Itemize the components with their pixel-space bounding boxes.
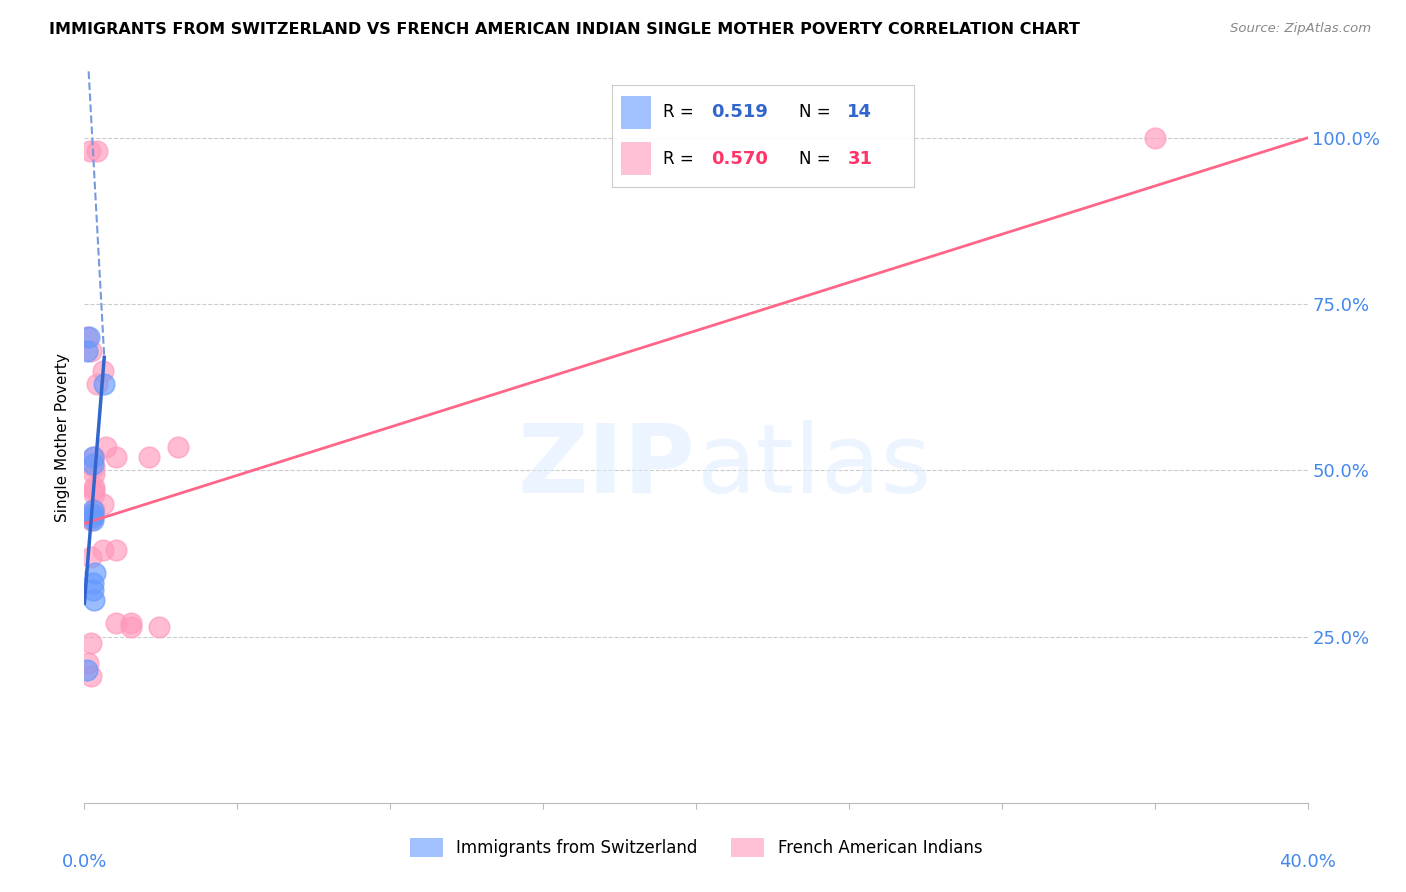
Point [1143,131,1166,145]
Point [91,497,114,511]
Point [91,363,114,377]
Text: N =: N = [799,103,831,121]
Point [79,144,101,158]
Point [82,503,104,517]
Point [83,483,105,498]
Point [76,343,98,358]
Point [91,543,114,558]
Point [120,619,142,633]
Point [77,656,100,670]
Text: R =: R = [664,150,693,168]
Point [83,503,105,517]
Text: 0.570: 0.570 [711,150,768,168]
Point [86,376,108,391]
Point [80,669,103,683]
Point [77,330,100,344]
Point [83,486,105,500]
Point [120,616,142,631]
Bar [620,96,651,128]
Text: atlas: atlas [696,420,931,513]
Point [104,543,127,558]
Point [83,467,105,481]
Text: 31: 31 [848,150,872,168]
Point [96,440,118,454]
Point [82,582,104,597]
Point [82,507,104,521]
Point [166,440,188,454]
Point [84,566,107,581]
Point [82,513,104,527]
Point [82,576,104,591]
Point [83,460,105,475]
Point [82,450,104,464]
Bar [620,142,651,175]
Text: 14: 14 [848,103,872,121]
Point [76,663,98,677]
Point [80,513,103,527]
Text: 0.519: 0.519 [711,103,768,121]
Point [138,450,160,464]
Point [148,619,170,633]
Point [82,457,104,471]
Legend: Immigrants from Switzerland, French American Indians: Immigrants from Switzerland, French Amer… [404,831,988,864]
Point [105,450,128,464]
Point [83,450,105,464]
Point [80,507,103,521]
Text: R =: R = [664,103,693,121]
Text: ZIP: ZIP [517,420,696,513]
Y-axis label: Single Mother Poverty: Single Mother Poverty [55,352,70,522]
Text: N =: N = [799,150,831,168]
Point [93,376,115,391]
Point [105,616,128,631]
Point [82,509,104,524]
Point [83,480,105,494]
Point [80,636,103,650]
Point [86,144,108,158]
Text: 40.0%: 40.0% [1279,853,1336,871]
Point [76,330,98,344]
Text: IMMIGRANTS FROM SWITZERLAND VS FRENCH AMERICAN INDIAN SINGLE MOTHER POVERTY CORR: IMMIGRANTS FROM SWITZERLAND VS FRENCH AM… [49,22,1080,37]
Point [80,343,103,358]
Text: 0.0%: 0.0% [62,853,107,871]
Point [80,549,103,564]
Text: Source: ZipAtlas.com: Source: ZipAtlas.com [1230,22,1371,36]
Point [83,593,105,607]
